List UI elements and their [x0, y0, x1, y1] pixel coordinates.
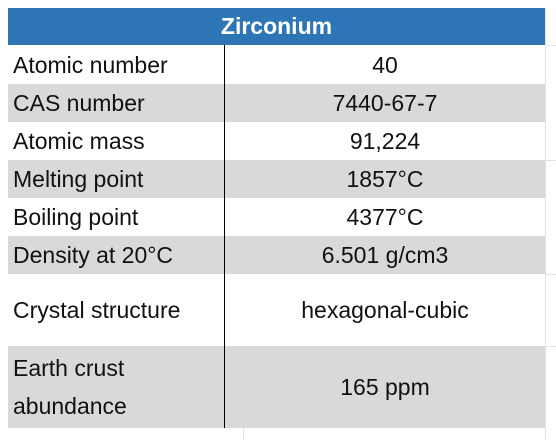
table-row: Melting point 1857°C: [8, 160, 545, 198]
table-row: Density at 20°C 6.501 g/cm3: [8, 236, 545, 274]
grid-line: [545, 45, 556, 46]
grid-line: [545, 160, 556, 161]
property-value: 6.501 g/cm3: [321, 241, 449, 268]
property-name: Earth crust abundance: [13, 355, 127, 419]
table-row: Atomic number 40: [8, 46, 545, 84]
table-title: Zirconium: [8, 8, 545, 45]
property-name: Crystal structure: [13, 297, 181, 323]
property-name: Atomic number: [13, 52, 168, 78]
table-row: Boiling point 4377°C: [8, 198, 545, 236]
grid-line: [545, 274, 556, 275]
property-value: 7440-67-7: [332, 89, 438, 116]
property-value: 4377°C: [346, 203, 424, 230]
column-divider: [224, 45, 225, 428]
table-row: Earth crust abundance 165 ppm: [8, 346, 545, 428]
grid-line: [545, 8, 546, 440]
property-value: hexagonal-cubic: [301, 296, 469, 323]
property-name: CAS number: [13, 90, 145, 116]
grid-line: [243, 428, 244, 440]
property-name: Atomic mass: [13, 128, 145, 154]
property-value: 1857°C: [346, 165, 424, 192]
grid-line: [545, 346, 556, 347]
property-value: 165 ppm: [340, 373, 430, 400]
property-name: Density at 20°C: [13, 242, 174, 268]
table-row: CAS number 7440-67-7: [8, 84, 545, 122]
table-row: Atomic mass 91,224: [8, 122, 545, 160]
property-value: 40: [372, 51, 398, 78]
property-name: Boiling point: [13, 204, 139, 230]
table-row: Crystal structure hexagonal-cubic: [8, 274, 545, 346]
property-name: Melting point: [13, 166, 144, 192]
property-value: 91,224: [349, 127, 421, 154]
